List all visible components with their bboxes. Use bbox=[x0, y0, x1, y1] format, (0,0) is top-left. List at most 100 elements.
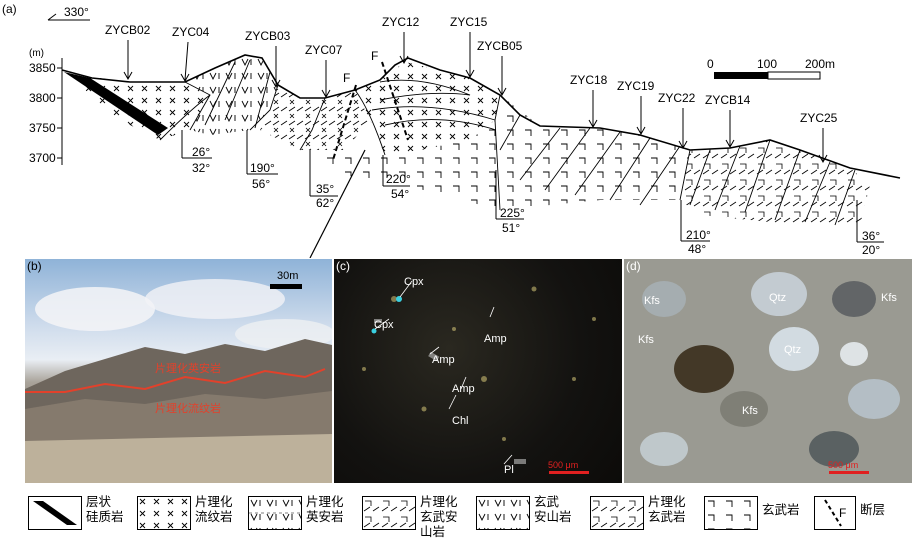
micrograph-d-panel: Kfs Qtz Kfs Kfs Qtz Kfs 500 μm (d) bbox=[624, 259, 912, 483]
lower-unit-label: 片理化流纹岩 bbox=[155, 401, 221, 415]
legend-label: 片理化 玄武安 山岩 bbox=[420, 494, 458, 539]
mineral-label: Chl bbox=[452, 415, 469, 427]
elevation-3800: 3800 bbox=[29, 91, 56, 105]
mineral-label: Amp bbox=[452, 383, 475, 395]
mineral-label: Pl bbox=[504, 464, 514, 476]
formation-schistose-west bbox=[260, 85, 370, 150]
borehole-label: ZYCB14 bbox=[705, 93, 751, 107]
legend-label: 片理化 英安岩 bbox=[306, 494, 344, 524]
siliceous-rock-band bbox=[64, 72, 168, 135]
svg-text:36°: 36° bbox=[862, 229, 880, 243]
schistose-rhyolite-icon bbox=[137, 496, 191, 530]
attitude-labels: 26° 32° 190° 56° 35°62° 220°54° 225°51° 21… bbox=[181, 130, 884, 257]
borehole-label: ZYC18 bbox=[570, 73, 608, 87]
borehole-label: ZYC22 bbox=[658, 91, 696, 105]
svg-text:35°: 35° bbox=[316, 182, 334, 196]
elevation-3700: 3700 bbox=[29, 151, 56, 165]
borehole-label: ZYCB03 bbox=[245, 29, 291, 43]
svg-text:20°: 20° bbox=[862, 243, 880, 257]
fault-icon: F bbox=[814, 496, 856, 530]
legend: 层状 硅质岩 片理化 流纹岩 片理化 英安岩 片理化 玄武安 山岩 玄武 安山岩 片理化 玄武… bbox=[28, 486, 908, 539]
cross-section-svg: F F (m) 3850 3800 3750 3700 (a) 330° 0 1… bbox=[2, 2, 901, 258]
schistose-basalt-icon bbox=[590, 496, 644, 530]
micro-scale-bar-d bbox=[829, 471, 869, 474]
boreholes: ZYCB02 ZYC04 ZYCB03 ZYC07 ZYC12 ZYC15 ZY… bbox=[105, 15, 838, 164]
legend-label: 片理化 流纹岩 bbox=[195, 494, 233, 524]
elevation-unit: (m) bbox=[29, 48, 44, 59]
micrograph-d-svg: Kfs Qtz Kfs Kfs Qtz Kfs 500 μm bbox=[624, 259, 912, 483]
mineral-label: Kfs bbox=[881, 292, 897, 304]
svg-text:225°: 225° bbox=[500, 206, 525, 220]
micro-scale-label-d: 500 μm bbox=[828, 460, 858, 470]
mineral-label: Qtz bbox=[769, 292, 786, 304]
micrograph-c-panel: Cpx Cpx Amp Amp Amp Chl Pl 500 μm (c) bbox=[334, 259, 622, 483]
mineral-label: Kfs bbox=[638, 334, 654, 346]
borehole-label: ZYC12 bbox=[382, 15, 420, 29]
borehole-label: ZYC15 bbox=[450, 15, 488, 29]
scale-bar: 0 100 200m bbox=[707, 57, 835, 80]
legend-label: 断层 bbox=[860, 502, 886, 517]
panel-c-label: (c) bbox=[336, 259, 350, 273]
borehole-label: ZYC07 bbox=[305, 43, 343, 57]
topographic-profile bbox=[61, 54, 901, 179]
svg-text:51°: 51° bbox=[502, 221, 520, 235]
svg-text:200m: 200m bbox=[805, 57, 835, 71]
borehole-label: ZYC04 bbox=[172, 25, 210, 39]
legend-label: 片理化 玄武岩 bbox=[648, 494, 686, 524]
legend-label: 玄武岩 bbox=[762, 502, 800, 517]
svg-text:54°: 54° bbox=[391, 187, 409, 201]
fault-label-2: F bbox=[371, 49, 378, 63]
mineral-label: Amp bbox=[432, 354, 455, 366]
elevation-3850: 3850 bbox=[29, 61, 56, 75]
contact-lines bbox=[159, 59, 856, 226]
svg-text:56°: 56° bbox=[252, 177, 270, 191]
formation-basalt-east bbox=[495, 95, 690, 210]
borehole-label: ZYCB02 bbox=[105, 23, 151, 37]
direction-label: 330° bbox=[64, 5, 89, 19]
elevation-3750: 3750 bbox=[29, 121, 56, 135]
borehole-label: ZYC25 bbox=[800, 111, 838, 125]
panel-d-label: (d) bbox=[626, 259, 641, 273]
formation-basalt-center bbox=[320, 120, 500, 210]
panel-a-label: (a) bbox=[2, 2, 17, 16]
formation-schistose-basalt-east bbox=[680, 140, 870, 225]
direction-arrow bbox=[47, 13, 90, 21]
photo-leader-line bbox=[309, 149, 366, 258]
schistose-basaltic-andesite-icon bbox=[362, 496, 416, 530]
mineral-label: Amp bbox=[484, 333, 507, 345]
schistose-dacite-icon bbox=[248, 496, 302, 530]
svg-text:26°: 26° bbox=[192, 145, 210, 159]
formation-rhyolite-center bbox=[355, 62, 500, 155]
field-photo-svg: 片理化英安岩 片理化流纹岩 30m bbox=[25, 270, 332, 483]
legend-label: 玄武 安山岩 bbox=[534, 494, 572, 524]
micro-scale-label: 500 μm bbox=[548, 460, 578, 470]
basalt-icon bbox=[704, 496, 758, 530]
mineral-label: Kfs bbox=[742, 405, 758, 417]
field-photo-panel: 片理化英安岩 片理化流纹岩 30m (b) bbox=[25, 259, 332, 483]
mineral-label: Kfs bbox=[644, 295, 660, 307]
svg-text:210°: 210° bbox=[686, 228, 711, 242]
mineral-label: Qtz bbox=[784, 344, 801, 356]
fault-line bbox=[332, 84, 357, 161]
svg-text:0: 0 bbox=[707, 57, 714, 71]
cross-section-panel: F F (m) 3850 3800 3750 3700 (a) 330° 0 1… bbox=[0, 0, 917, 258]
svg-text:32°: 32° bbox=[192, 161, 210, 175]
elevation-axis: (m) 3850 3800 3750 3700 bbox=[29, 48, 63, 165]
micro-scale-bar bbox=[549, 471, 589, 474]
svg-text:220°: 220° bbox=[386, 172, 411, 186]
upper-unit-label: 片理化英安岩 bbox=[155, 361, 221, 375]
panel-b-label: (b) bbox=[27, 259, 42, 273]
contact-boundary-line bbox=[25, 368, 326, 393]
svg-text:100: 100 bbox=[757, 57, 777, 71]
mineral-label: Cpx bbox=[404, 276, 424, 288]
photo-scale-label: 30m bbox=[277, 270, 298, 282]
legend-label: 层状 硅质岩 bbox=[86, 494, 124, 524]
svg-text:190°: 190° bbox=[250, 161, 275, 175]
mineral-label: Cpx bbox=[374, 319, 394, 331]
borehole-label: ZYC19 bbox=[617, 79, 655, 93]
siliceous-rock-icon bbox=[28, 496, 82, 530]
basaltic-andesite-icon bbox=[476, 496, 530, 530]
borehole-label: ZYCB05 bbox=[477, 39, 523, 53]
svg-text:62°: 62° bbox=[316, 196, 334, 210]
micrograph-c-svg: Cpx Cpx Amp Amp Amp Chl Pl 500 μm bbox=[362, 276, 596, 476]
